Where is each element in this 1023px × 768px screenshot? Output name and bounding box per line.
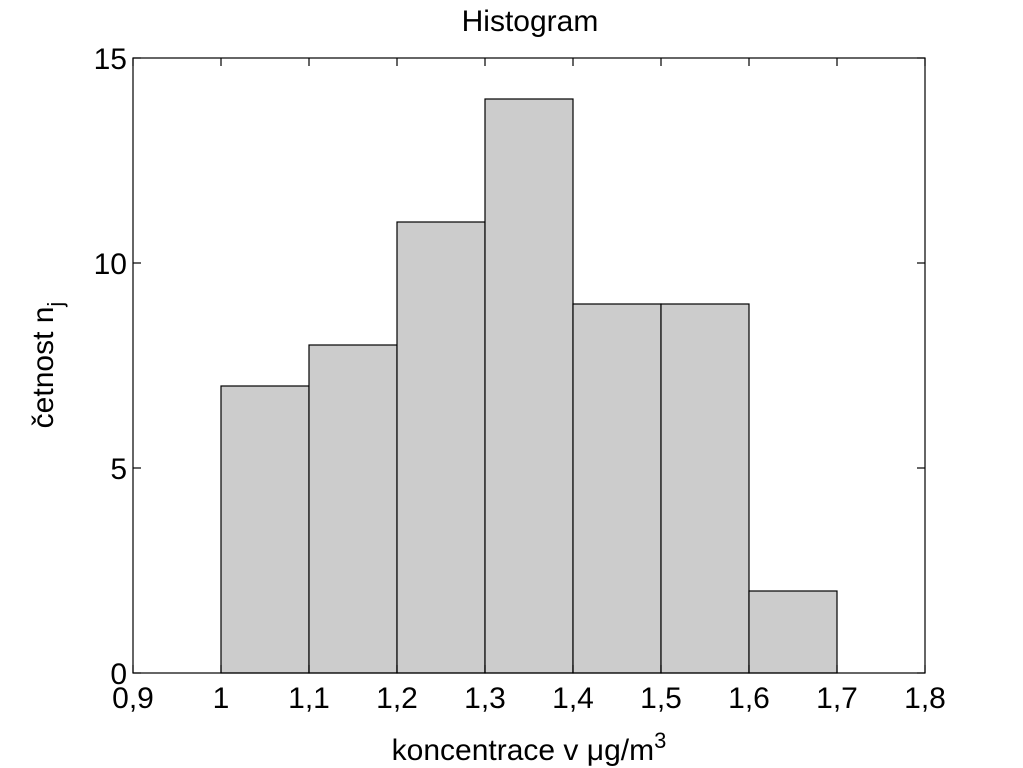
histogram-bar-3 — [396, 221, 486, 674]
x-tick-label: 1,1 — [288, 682, 330, 715]
x-axis-label-unit: g/m — [604, 734, 654, 767]
chart-title: Histogram — [462, 5, 599, 38]
plot-frame — [132, 57, 926, 674]
x-axis-label-superscript: 3 — [654, 728, 666, 753]
histogram-bar-5 — [572, 303, 662, 674]
y-tick-label: 15 — [94, 43, 127, 76]
y-tick-label: 5 — [110, 453, 127, 486]
histogram-bar-6 — [660, 303, 750, 674]
tick-labels-group: 0,9 1 1,1 1,2 1,3 1,4 1,5 1,6 1,7 1,8 0 5 10 15 — [94, 43, 946, 715]
histogram-bar-4 — [484, 98, 574, 674]
x-tick-label: 1,7 — [816, 682, 858, 715]
x-tick-label: 1,3 — [464, 682, 506, 715]
y-tick-label: 10 — [94, 248, 127, 281]
y-axis-label-main: četnost n — [27, 307, 60, 429]
y-axis-label-subscript: j — [43, 302, 68, 308]
x-tick-label: 0,9 — [112, 682, 154, 715]
x-tick-label: 1,5 — [640, 682, 682, 715]
ticks-group — [132, 57, 926, 674]
x-axis-label-mu: μ — [587, 734, 604, 767]
x-tick-label: 1,4 — [552, 682, 594, 715]
histogram-bar-7 — [748, 590, 838, 674]
x-tick-label: 1 — [213, 682, 230, 715]
x-axis-label-main: koncentrace v — [392, 734, 587, 767]
y-axis-label: četnost nj — [27, 302, 68, 429]
histogram-bar-1 — [220, 385, 310, 674]
histogram-bar-2 — [308, 344, 398, 674]
x-axis-label: koncentrace v μg/m3 — [392, 728, 667, 767]
x-tick-label: 1,6 — [728, 682, 770, 715]
bars-group — [220, 98, 838, 674]
x-tick-label: 1,8 — [904, 682, 946, 715]
y-tick-label: 0 — [110, 658, 127, 691]
x-tick-label: 1,2 — [376, 682, 418, 715]
